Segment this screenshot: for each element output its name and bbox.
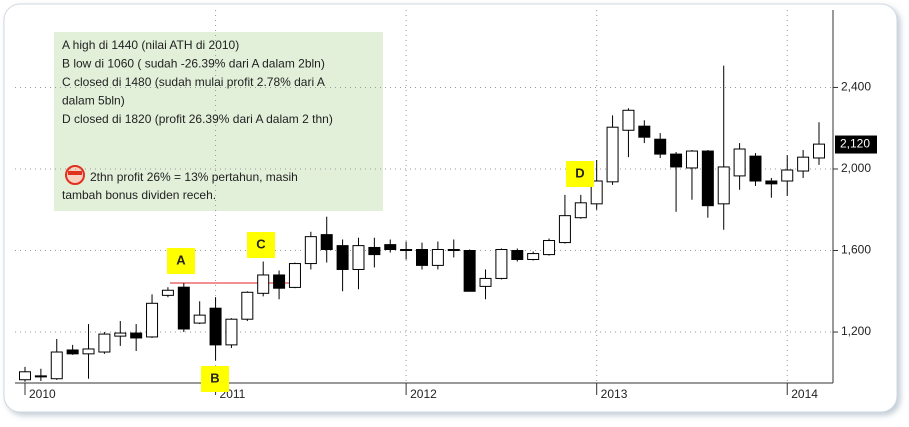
y-tick-label: 2,400 — [841, 80, 871, 94]
note-line: dalam 5bln) — [62, 94, 125, 108]
candle-body — [479, 277, 492, 287]
candle-body — [114, 332, 127, 337]
marker-box — [566, 161, 594, 187]
candle-body — [304, 236, 317, 265]
note-line: C closed di 1480 (sudah mulai profit 2.7… — [62, 75, 325, 89]
candle-body — [447, 248, 460, 252]
candle-body — [574, 202, 587, 219]
candle-body — [50, 351, 63, 380]
candle-body — [384, 244, 397, 250]
emoji-glasses — [68, 171, 82, 175]
marker-box — [247, 232, 275, 258]
candle-body — [717, 166, 730, 205]
candle-body — [606, 126, 619, 183]
candle-body — [527, 253, 540, 260]
price-tag-label: 2,120 — [840, 137, 870, 151]
marker-label: B — [210, 370, 219, 385]
candle-body — [368, 246, 381, 256]
candle-body — [146, 302, 159, 338]
candle-body — [257, 274, 270, 294]
candle-body — [733, 148, 746, 177]
y-tick-label: 1,200 — [841, 324, 871, 338]
y-tick-label: 1,600 — [841, 243, 871, 257]
x-tick-label: 2012 — [410, 387, 437, 401]
y-tick-label: 2,000 — [841, 161, 871, 175]
candle-body — [797, 156, 810, 172]
candle-body — [193, 314, 206, 324]
candle-body — [130, 332, 143, 339]
note-footer: 2thn profit 26% = 13% pertahun, masih — [90, 170, 298, 184]
candle-body — [273, 274, 286, 289]
candle-body — [352, 245, 365, 270]
candle-body — [765, 180, 778, 185]
marker-label: A — [176, 252, 186, 267]
candle-body — [622, 109, 635, 131]
candle-body — [654, 138, 667, 155]
candle-body — [749, 155, 762, 182]
candle-body — [463, 250, 476, 292]
marker-box — [201, 366, 229, 392]
candle-body — [511, 250, 524, 260]
candle-body — [241, 291, 254, 320]
x-tick-label: 2014 — [791, 387, 818, 401]
note-box — [54, 32, 383, 211]
candle-body — [781, 169, 794, 182]
candle-body — [431, 248, 444, 266]
candle-body — [495, 248, 508, 279]
candle-body — [543, 240, 556, 256]
price-tag — [835, 135, 877, 154]
marker-label: C — [256, 236, 266, 251]
candle-body — [225, 318, 238, 346]
candle-body — [177, 286, 190, 330]
candle-body — [66, 349, 79, 355]
candle-body — [336, 245, 349, 270]
note-footer: tambah bonus dividen receh. — [62, 188, 216, 202]
candle-body — [19, 371, 31, 381]
note-line: B low di 1060 ( sudah -26.39% dari A dal… — [62, 57, 325, 71]
candle-body — [701, 150, 714, 207]
candle-body — [288, 263, 301, 288]
candle-body — [34, 375, 47, 378]
candle-body — [416, 248, 428, 266]
candle-body — [82, 348, 95, 355]
note-line: A high di 1440 (nilai ATH di 2010) — [62, 38, 239, 52]
candle-body — [670, 153, 683, 168]
x-tick-label: 2013 — [601, 387, 628, 401]
candle-body — [685, 150, 698, 169]
candle-body — [320, 234, 333, 250]
marker-box — [167, 248, 195, 274]
candle-body — [400, 248, 413, 252]
candle-body — [209, 307, 222, 346]
candle-body — [638, 125, 651, 138]
candle-body — [558, 215, 571, 244]
candle-body — [590, 180, 603, 205]
candle-body — [813, 143, 825, 159]
marker-label: D — [575, 165, 584, 180]
candle-body — [98, 333, 111, 353]
candle-body — [161, 289, 174, 296]
note-line: D closed di 1820 (profit 26.39% dari A d… — [62, 112, 333, 126]
x-tick-label: 2010 — [29, 387, 56, 401]
